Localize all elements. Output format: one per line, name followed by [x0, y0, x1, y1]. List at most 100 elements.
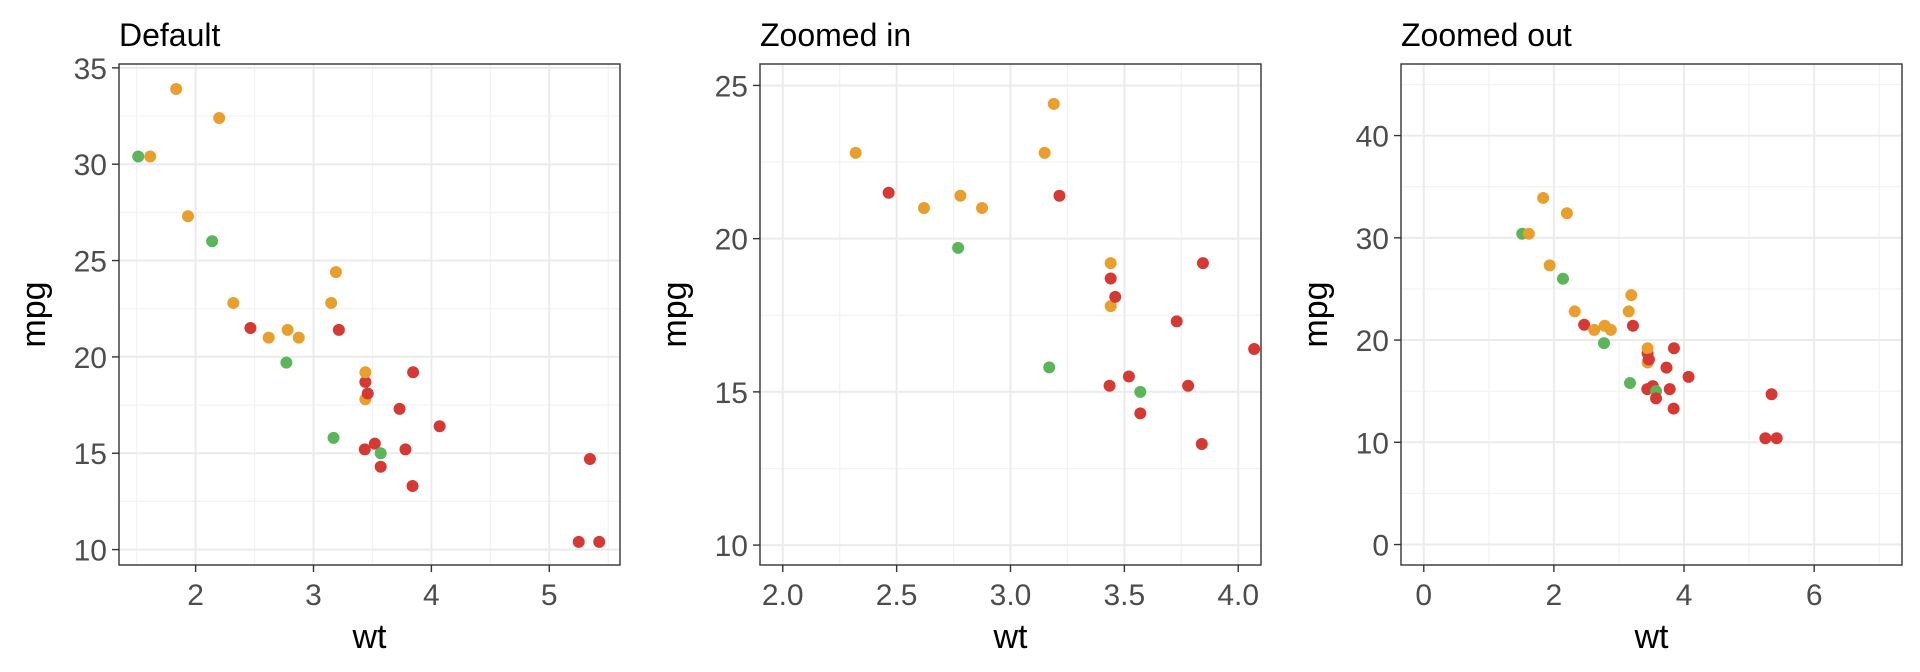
data-point: [206, 235, 219, 248]
data-point: [1103, 379, 1116, 392]
y-tick-label: 15: [74, 438, 107, 471]
data-point: [132, 150, 145, 163]
x-axis-title: wt: [352, 618, 388, 656]
data-point: [849, 146, 862, 159]
data-point: [280, 356, 293, 369]
data-point: [1053, 189, 1066, 202]
x-tick-label: 4: [423, 579, 440, 612]
y-tick-label: 25: [74, 246, 107, 279]
data-point: [332, 323, 345, 336]
x-tick-label: 2: [187, 579, 204, 612]
data-point: [1650, 392, 1663, 405]
data-point: [1557, 272, 1570, 285]
data-point: [1622, 305, 1635, 318]
y-axis-title: mpg: [15, 281, 53, 347]
data-point: [227, 296, 240, 309]
data-point: [1598, 337, 1611, 350]
data-point: [144, 150, 157, 163]
data-point: [1770, 432, 1783, 445]
data-point: [1522, 227, 1535, 240]
x-tick-label: 3.5: [1104, 579, 1146, 612]
data-point: [1104, 300, 1117, 313]
y-tick-label: 0: [1372, 530, 1389, 563]
data-point: [181, 210, 194, 223]
data-point: [572, 535, 585, 548]
data-point: [952, 241, 965, 254]
y-tick-label: 35: [74, 53, 107, 86]
data-point: [358, 443, 371, 456]
data-point: [359, 366, 372, 379]
data-point: [1578, 318, 1591, 331]
data-point: [399, 443, 412, 456]
data-point: [262, 331, 275, 344]
data-point: [325, 296, 338, 309]
data-point: [954, 189, 967, 202]
data-point: [1682, 370, 1695, 383]
data-point: [329, 266, 342, 279]
data-point: [1667, 342, 1680, 355]
data-point: [1625, 289, 1638, 302]
panel-title: Zoomed out: [1401, 17, 1572, 53]
x-tick-label: 3.0: [990, 579, 1032, 612]
panel-title: Default: [119, 17, 221, 53]
x-tick-label: 5: [541, 579, 558, 612]
data-point: [1043, 361, 1056, 374]
data-point: [1568, 305, 1581, 318]
panel-zoomed-in: 2.0 2.5 3.0 3.5 4.0 10 15 20 25 Zoomed in wt mpg: [656, 17, 1262, 656]
data-point: [374, 460, 387, 473]
data-point: [1588, 323, 1601, 336]
data-point: [406, 479, 419, 492]
y-tick-label: 10: [1356, 427, 1389, 460]
data-point: [1196, 257, 1209, 270]
gridlines: [1401, 64, 1902, 565]
y-tick-label: 20: [74, 342, 107, 375]
data-point: [170, 83, 183, 96]
plot-background: [1401, 64, 1902, 565]
data-point: [1759, 432, 1772, 445]
data-point: [292, 331, 305, 344]
y-tick-label: 40: [1356, 121, 1389, 154]
data-point: [359, 375, 372, 388]
data-point: [1765, 388, 1778, 401]
data-point: [1663, 383, 1676, 396]
x-tick-label: 4.0: [1217, 579, 1259, 612]
data-point: [593, 535, 606, 548]
data-point: [583, 453, 596, 466]
data-point: [1667, 402, 1680, 415]
data-point: [1626, 319, 1639, 332]
y-tick-label: 20: [715, 224, 748, 257]
panel-border: [1400, 63, 1903, 566]
x-axis-title: wt: [1634, 618, 1670, 656]
data-point: [1560, 207, 1573, 220]
gridlines: [119, 64, 620, 565]
panel-title: Zoomed in: [760, 17, 911, 53]
x-tick-label: 2.5: [876, 579, 918, 612]
y-tick-label: 25: [715, 70, 748, 103]
data-point: [1104, 257, 1117, 270]
data-point: [1134, 385, 1147, 398]
x-tick-label: 2.0: [762, 579, 804, 612]
points-layer: [849, 97, 1261, 450]
y-tick-label: 30: [74, 149, 107, 182]
data-point: [213, 111, 226, 124]
data-point: [1038, 146, 1051, 159]
data-point: [368, 437, 381, 450]
data-point: [327, 431, 340, 444]
data-point: [1170, 315, 1183, 328]
points-layer: [1516, 191, 1783, 445]
x-axis-title: wt: [993, 618, 1029, 656]
data-point: [1195, 437, 1208, 450]
data-point: [407, 366, 420, 379]
panel-zoomed-out: 0 2 4 6 0 10 20 30 40 Zoomed out wt mpg: [1297, 17, 1903, 656]
x-tick-label: 3: [305, 579, 322, 612]
x-tick-label: 6: [1806, 579, 1823, 612]
data-point: [976, 202, 989, 215]
data-point: [361, 387, 374, 400]
data-point: [433, 420, 446, 433]
data-point: [1641, 342, 1654, 355]
points-layer: [132, 83, 606, 548]
data-point: [281, 323, 294, 336]
data-point: [1122, 370, 1135, 383]
data-point: [1047, 97, 1060, 110]
